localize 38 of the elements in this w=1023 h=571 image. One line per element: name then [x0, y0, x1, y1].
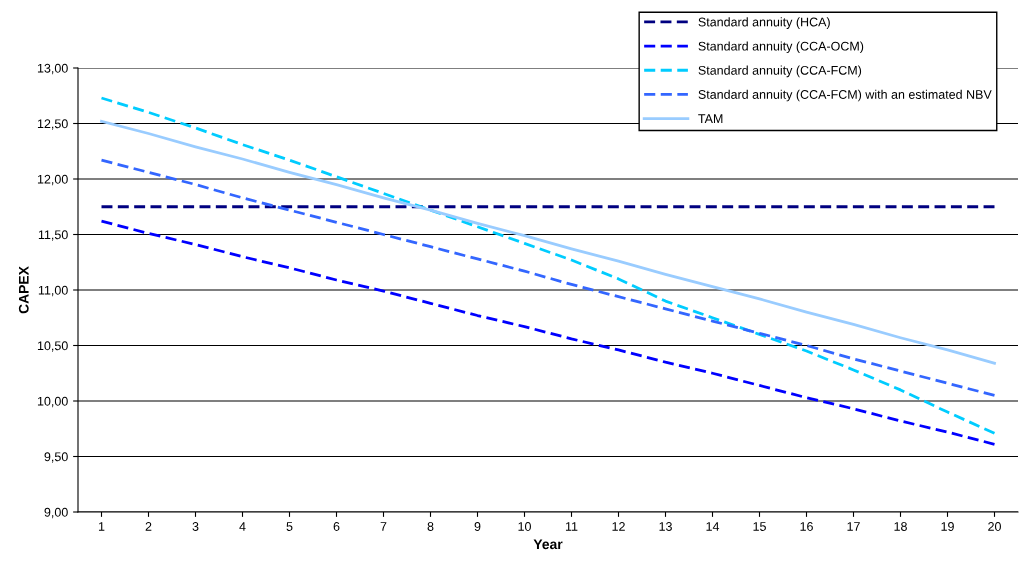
y-tick-label: 10,00: [37, 396, 68, 408]
x-axis-title: Year: [533, 539, 563, 550]
y-tick-label: 9,00: [44, 507, 68, 519]
x-tick-label: 6: [333, 522, 340, 531]
x-tick-label: 5: [286, 522, 293, 531]
y-axis-title: CAPEX: [18, 266, 29, 314]
x-tick-label: 2: [145, 522, 152, 531]
x-tick-label: 9: [474, 522, 481, 531]
y-tick-label: 12,50: [37, 119, 68, 130]
x-tick-label: 20: [988, 522, 1001, 531]
x-tick-label: 16: [800, 522, 813, 531]
x-tick-label: 13: [659, 522, 672, 531]
legend-label: Standard annuity (CCA-OCM): [698, 41, 864, 54]
y-tick-label: 11,50: [38, 230, 68, 241]
x-tick-label: 1: [98, 522, 105, 531]
x-tick-label: 15: [753, 522, 766, 531]
x-tick-label: 12: [612, 522, 625, 531]
x-tick-label: 4: [239, 522, 246, 531]
x-tick-label: 17: [847, 522, 860, 531]
x-tick-label: 18: [894, 522, 907, 531]
x-tick-label: 19: [941, 522, 954, 531]
legend-label: Standard annuity (CCA-FCM) with an estimated NBV: [698, 89, 992, 102]
x-tick-label: 7: [380, 522, 387, 531]
line-series: [100, 158, 996, 397]
x-tick-label: 3: [192, 522, 199, 531]
y-tick-label: 13,00: [37, 63, 68, 75]
y-tick-label: 11,00: [38, 285, 68, 297]
legend-label: TAM: [698, 114, 723, 123]
legend-label: Standard annuity (HCA): [698, 17, 830, 29]
x-tick-label: 14: [706, 522, 720, 531]
line-series: [100, 219, 996, 446]
x-tick-label: 11: [565, 522, 578, 531]
y-tick-label: 10,50: [37, 341, 68, 352]
y-tick-label: 12,00: [37, 174, 68, 186]
legend-label: Standard annuity (CCA-FCM): [698, 65, 862, 78]
x-tick-label: 8: [427, 522, 434, 531]
y-tick-label: 9,50: [44, 452, 68, 463]
x-tick-label: 10: [518, 522, 531, 531]
